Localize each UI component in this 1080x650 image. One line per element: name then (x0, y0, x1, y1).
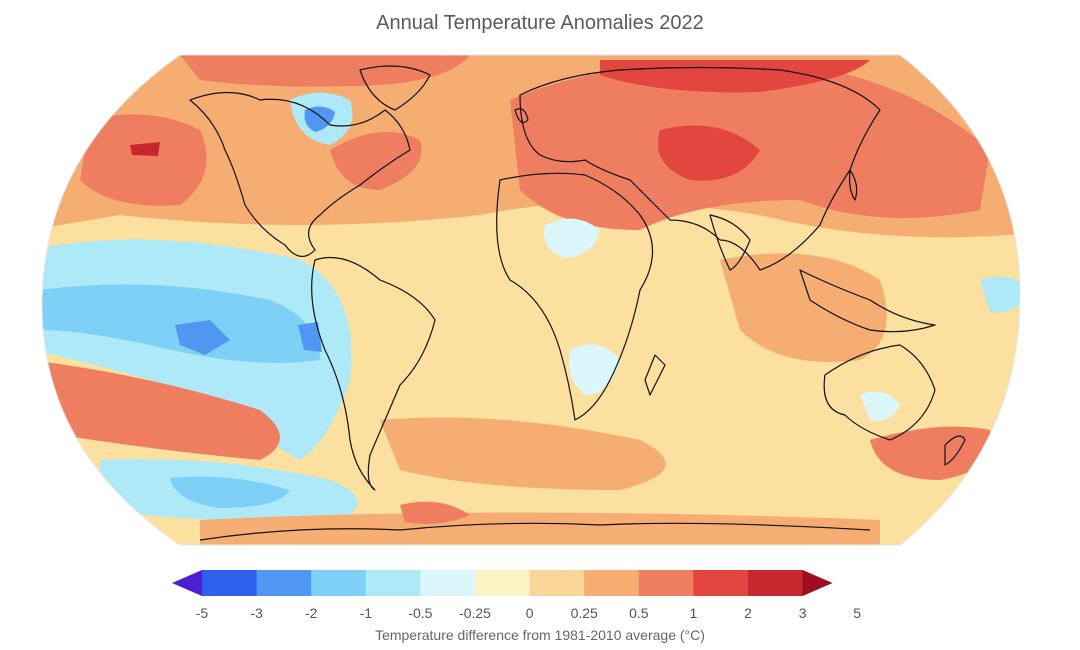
colorbar-tick-label: 3 (799, 605, 807, 621)
colorbar-tick-label: -1 (360, 605, 373, 621)
anomaly-region-indian-ocean-warm (720, 253, 887, 362)
colorbar-tick-label: 1 (690, 605, 698, 621)
colorbar-segment (202, 570, 258, 596)
coastline-africa (496, 172, 654, 421)
colorbar-tick-label: 0.5 (629, 605, 649, 621)
coastline-south-america (311, 256, 436, 491)
colorbar-tick-label: -3 (250, 605, 263, 621)
anomaly-region-antarctic-warm (200, 512, 880, 545)
colorbar-segment (311, 570, 367, 596)
colorbar-segment (256, 570, 312, 596)
anomaly-region-north-pacific-hot (130, 142, 160, 156)
colorbar-tick-label: 5 (853, 605, 861, 621)
anomaly-region-north-atlantic-warm (330, 132, 422, 190)
colorbar-tick-label: -0.25 (459, 605, 491, 621)
colorbar-tick-label: 0.25 (571, 605, 598, 621)
anomaly-region-australia-cool (860, 391, 900, 421)
anomaly-region-tasman-warm (870, 426, 992, 480)
anomaly-region-labrador-cold (304, 106, 335, 132)
anomaly-region-south-pacific-warm (41, 360, 280, 460)
colorbar-tick-label: 2 (744, 605, 752, 621)
coastline-north-america (189, 91, 411, 257)
coastline-japan (848, 169, 858, 201)
colorbar-segment (693, 570, 749, 596)
chart-title: Annual Temperature Anomalies 2022 (376, 12, 704, 34)
coastline-india (709, 214, 751, 271)
colorbar-segment (529, 570, 585, 596)
anomaly-region-arctic-warm (180, 55, 470, 87)
coastline-australia (823, 344, 936, 441)
anomaly-region-southern-africa-cool (569, 344, 620, 395)
colorbar-arrow-max (802, 570, 833, 596)
coastline-madagascar (644, 354, 666, 396)
colorbar-segment (638, 570, 694, 596)
colorbar-tick-label: 0 (526, 605, 534, 621)
colorbar-segment (365, 570, 421, 596)
anomaly-region-southern-ocean-cold (170, 476, 290, 508)
colorbar-segment (475, 570, 531, 596)
colorbar-tick-label: -5 (196, 605, 209, 621)
coastline-antarctica (199, 522, 871, 541)
colorbar-legend: -5 -3 -2 -1 -0.5 -0.25 0 0.25 0.5 1 2 3 5 (172, 570, 861, 621)
coastline-southeast-asia (799, 269, 936, 333)
world-map (41, 54, 1021, 546)
anomaly-region-pacific-coldest (175, 320, 230, 355)
coastline-uk (514, 108, 529, 123)
anomaly-region-sahara-cool (544, 218, 600, 258)
colorbar-axis-label: Temperature difference from 1981-2010 av… (375, 627, 705, 643)
coastline-eurasia (519, 66, 881, 271)
anomaly-region-south-atlantic-warm (380, 417, 666, 490)
coastline-greenland (359, 65, 431, 111)
anomaly-region-east-pacific-cool (980, 276, 1021, 313)
colorbar-arrow-min (172, 570, 202, 596)
coastline-new-zealand (944, 435, 966, 466)
anomaly-region-antarctic-hot (400, 501, 470, 524)
globe-outline (41, 54, 1021, 546)
anomaly-region-pacific-cold (41, 284, 320, 363)
colorbar-segment (420, 570, 476, 596)
colorbar-tick-label: -0.5 (408, 605, 432, 621)
anomaly-region-central-asia-hot (658, 125, 760, 181)
anomaly-region-north-pacific-warm (80, 114, 207, 206)
colorbar-segment (748, 570, 804, 596)
anomaly-region-peru-coldest (298, 322, 322, 352)
colorbar-tick-label: -2 (305, 605, 318, 621)
colorbar-segment (584, 570, 640, 596)
